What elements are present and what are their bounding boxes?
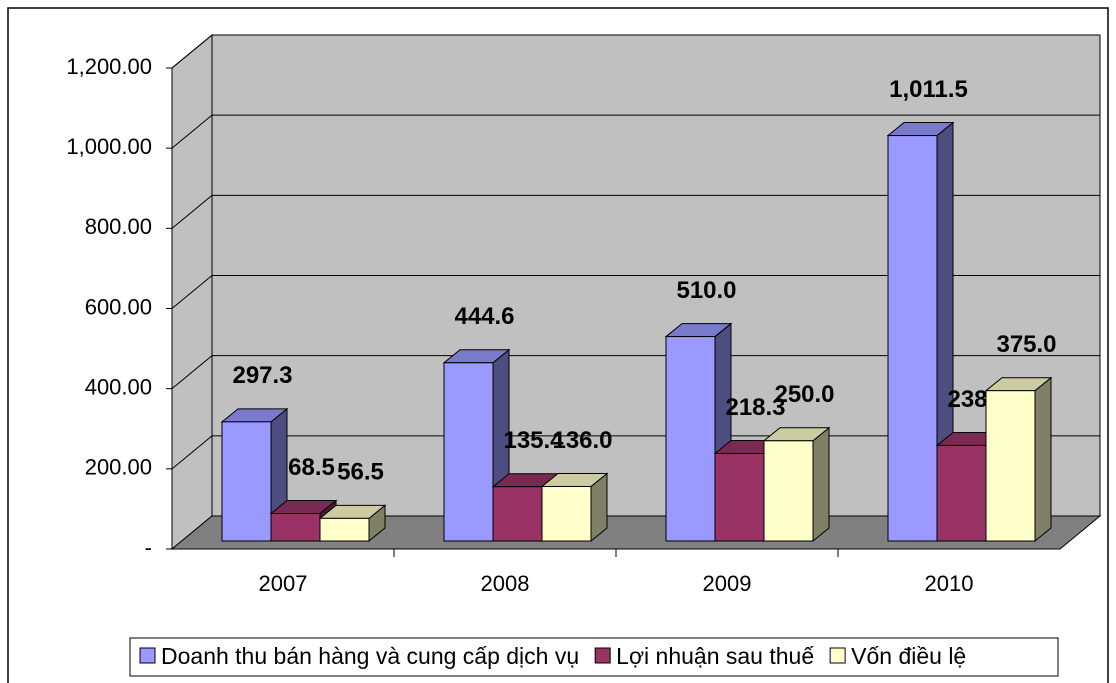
value-label: 1,011.5: [889, 76, 968, 103]
value-label: 444.6: [454, 303, 514, 330]
value-label: 510.0: [676, 277, 736, 304]
legend-swatch: [829, 647, 846, 664]
y-tick-label: 600.00: [85, 294, 152, 319]
legend-swatch: [594, 647, 611, 664]
legend-label: Doanh thu bán hàng và cung cấp dịch vụ: [161, 643, 579, 669]
grid-line: [171, 114, 1100, 149]
value-label: 250.0: [774, 381, 834, 408]
bar: [221, 421, 272, 542]
floor: [170, 515, 1102, 550]
x-tick-label: 2008: [481, 571, 530, 596]
x-tick-label: 2009: [703, 571, 752, 596]
bar: [492, 486, 543, 542]
value-label: 68.5: [288, 454, 335, 481]
y-tick-label: 200.00: [85, 455, 152, 480]
bar: [763, 440, 814, 542]
value-label: 375.0: [996, 331, 1056, 358]
bar: [665, 336, 716, 542]
bar: [887, 135, 938, 542]
grid-line: [171, 194, 1100, 229]
x-tick-label: 2007: [259, 571, 308, 596]
value-label: 218.3: [725, 394, 785, 421]
grid-line: [171, 275, 1100, 309]
bar: [985, 390, 1036, 542]
bar: [714, 452, 765, 542]
value-label: 56.5: [337, 459, 384, 486]
y-tick-label: 1,200.00: [66, 54, 152, 79]
y-tick-label: 800.00: [85, 214, 152, 239]
value-label: 135.4: [503, 427, 564, 454]
grid-line: [171, 355, 1100, 390]
bar: [319, 517, 370, 542]
bar: [443, 362, 494, 542]
grid-line: [171, 34, 1100, 69]
legend-label: Vốn điều lệ: [851, 643, 966, 669]
y-tick-label: -: [145, 535, 152, 560]
legend-label: Lợi nhuận sau thuế: [616, 643, 814, 669]
bar-side: [1034, 376, 1052, 543]
value-label: 136.0: [552, 427, 612, 454]
bar-side: [812, 426, 830, 543]
legend-swatch: [139, 647, 156, 664]
x-tick-label: 2010: [925, 571, 974, 596]
bar: [541, 485, 592, 542]
bar: [270, 513, 321, 542]
legend-box: [129, 637, 1059, 677]
bar: [936, 444, 987, 542]
value-label: 297.3: [232, 362, 292, 389]
y-tick-label: 400.00: [85, 374, 152, 399]
y-tick-label: 1,000.00: [66, 134, 152, 159]
